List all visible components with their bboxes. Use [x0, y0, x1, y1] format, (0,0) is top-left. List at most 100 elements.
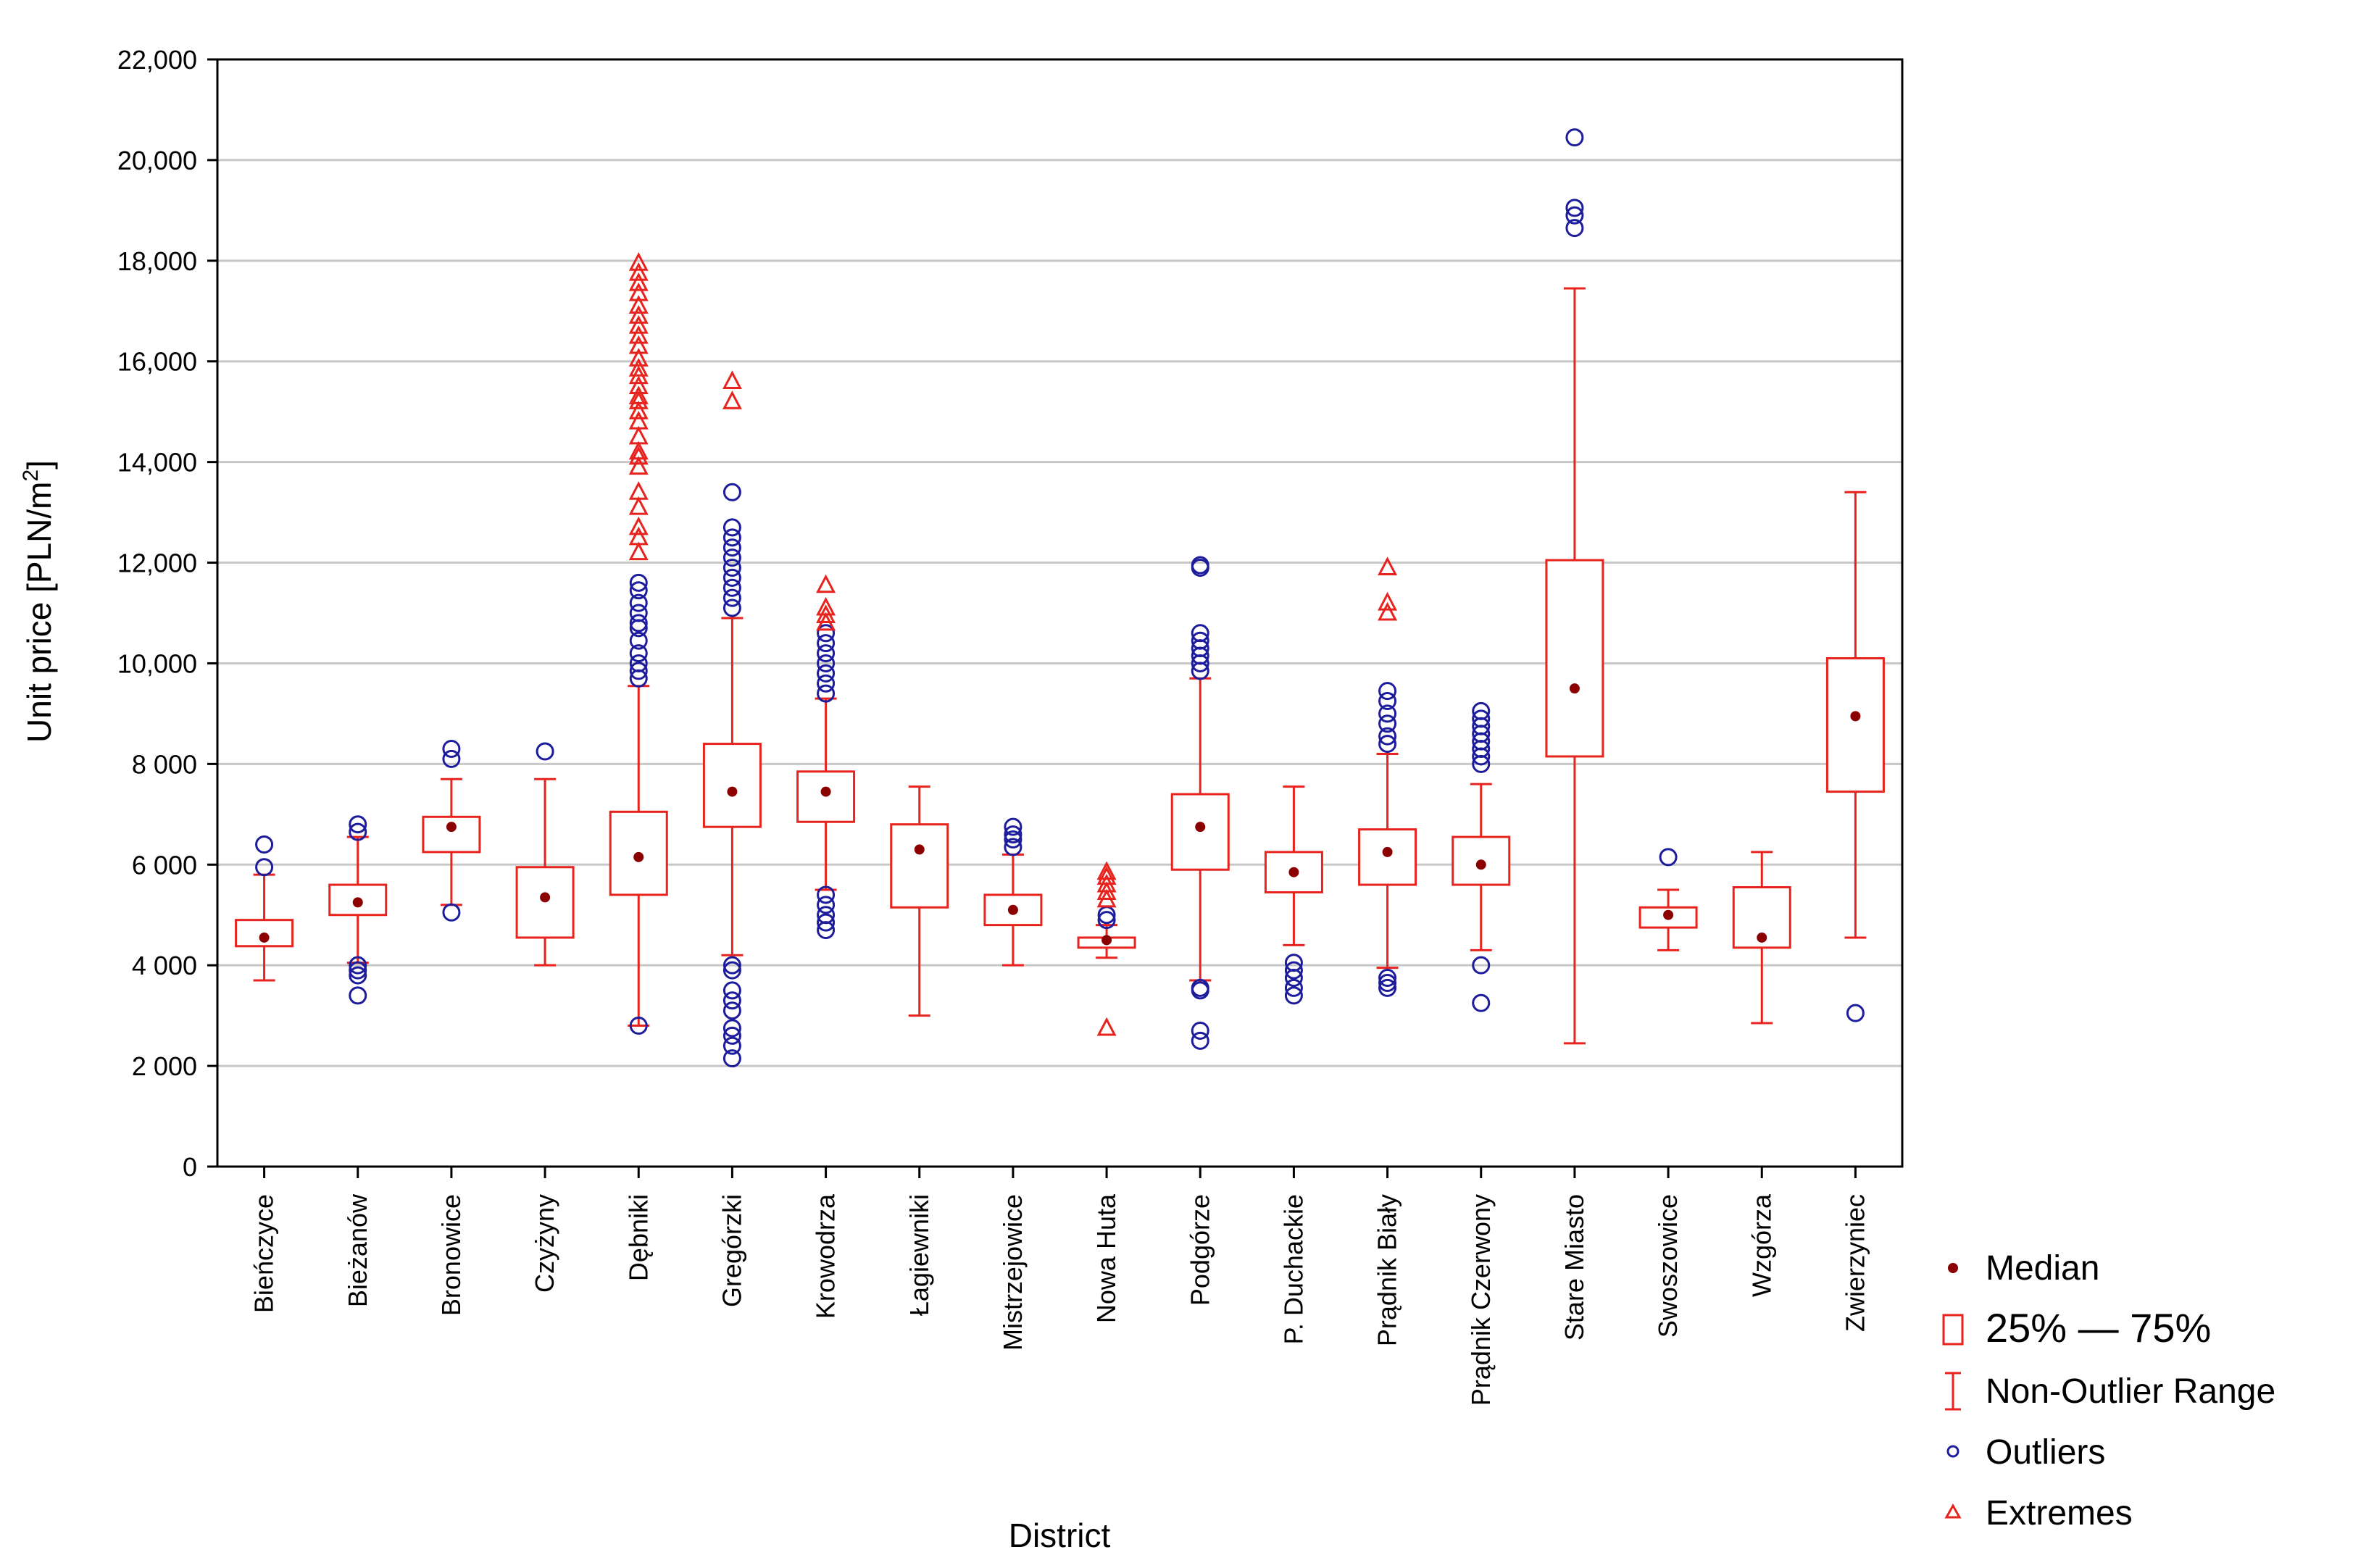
extreme-point [628, 252, 649, 271]
outlier-point [817, 674, 836, 693]
outlier-point [1565, 219, 1584, 238]
x-tick-label: Swoszowice [1653, 1194, 1683, 1338]
x-tick-label: Bieńczyce [249, 1194, 279, 1313]
outlier-point [722, 956, 741, 975]
outlier-point [629, 662, 648, 680]
box-8 [983, 817, 1043, 967]
median-marker [540, 892, 551, 903]
x-tick-label: Podgórze [1185, 1194, 1215, 1306]
x-tick-label: Zwierzyniec [1840, 1194, 1870, 1332]
legend-outlier-label: Outliers [1986, 1433, 2105, 1472]
extreme-point [628, 441, 649, 460]
outlier-point [722, 991, 741, 1010]
outlier-point [442, 749, 461, 768]
box-3 [515, 742, 575, 967]
x-tick-label: P. Duchackie [1278, 1194, 1308, 1344]
x-tick-label: Stare Miasto [1559, 1194, 1589, 1340]
outlier-point [1191, 1021, 1209, 1040]
outlier-point [722, 1049, 741, 1068]
median-marker [914, 844, 925, 855]
extreme-point [722, 370, 742, 390]
outlier-point [722, 483, 741, 501]
outlier-point [629, 604, 648, 622]
extreme-point [628, 400, 649, 420]
median-marker [727, 786, 738, 797]
outlier-point [817, 644, 836, 663]
outlier-point [1284, 978, 1303, 997]
median-marker [1288, 867, 1299, 877]
outlier-point [1472, 993, 1491, 1012]
median-marker [446, 822, 457, 833]
x-tick-label: Bieżanów [343, 1193, 372, 1307]
outlier-point [817, 664, 836, 683]
outlier-point [1191, 631, 1209, 650]
outlier-point [536, 742, 554, 761]
extreme-point [628, 335, 649, 354]
box-10 [1170, 556, 1230, 1050]
y-tick-label: 18,000 [117, 246, 197, 276]
outlier-point [817, 885, 836, 904]
outlier-point [722, 528, 741, 547]
y-tick-label: 8 000 [132, 749, 197, 779]
outlier-point [1004, 830, 1023, 849]
box-5 [702, 370, 762, 1068]
extreme-point [1378, 556, 1398, 575]
outlier-point [1191, 978, 1209, 997]
outlier-point [722, 599, 741, 617]
outlier-point [349, 822, 367, 841]
extreme-point [816, 596, 836, 616]
extreme-point [628, 541, 649, 561]
outlier-point [255, 858, 274, 877]
legend-outlier-marker [1946, 1445, 1959, 1458]
y-tick-label: 12,000 [117, 549, 197, 578]
extreme-point [628, 446, 649, 465]
y-tick-label: 6 000 [132, 850, 197, 880]
outlier-point [349, 956, 367, 975]
extreme-point [628, 314, 649, 334]
y-tick-label: 20,000 [117, 146, 197, 175]
outlier-point [349, 966, 367, 985]
plot-frame [216, 58, 1904, 1168]
box-series [235, 128, 1885, 1068]
x-tick-label: Prądnik Biały [1373, 1194, 1402, 1346]
median-marker [1569, 683, 1580, 694]
box-14 [1545, 128, 1604, 1045]
median-marker [352, 897, 363, 908]
y-axis-ticks: 0 2 000 4 000 6 000 8 000 10,000 12,000 14,000 1… [117, 45, 217, 1182]
outlier-point [629, 1017, 648, 1035]
y-tick-label: 2 000 [132, 1051, 197, 1081]
outlier-point [722, 578, 741, 597]
x-tick-label: Gregórzki [717, 1194, 746, 1307]
outlier-point [1191, 556, 1209, 575]
extreme-point [628, 357, 649, 377]
outlier-point [255, 835, 274, 854]
outlier-point [722, 1026, 741, 1045]
outlier-point [1378, 682, 1397, 701]
x-tick-label: Krowodrza [811, 1193, 841, 1319]
outlier-point [722, 961, 741, 980]
extreme-point [628, 272, 649, 291]
extreme-point [722, 391, 742, 409]
outlier-point [722, 549, 741, 567]
outlier-point [1191, 624, 1209, 643]
median-marker [1850, 711, 1861, 722]
y-tick-label: 14,000 [117, 448, 197, 478]
iqr-box [702, 743, 762, 828]
extreme-point [628, 282, 649, 301]
y-tick-label: 16,000 [117, 347, 197, 377]
outlier-point [722, 518, 741, 537]
box-0 [235, 835, 294, 982]
legend-box-marker [1942, 1314, 1964, 1346]
extreme-point [628, 385, 649, 404]
outlier-point [442, 740, 461, 759]
legend-whisker-label: Non-Outlier Range [1986, 1372, 2275, 1411]
outlier-point [817, 896, 836, 914]
outlier-point [1472, 956, 1491, 975]
box-6 [796, 574, 856, 940]
x-tick-label: Dębniki [623, 1194, 653, 1281]
iqr-box [890, 823, 949, 909]
legend-median-marker [1948, 1263, 1958, 1273]
outlier-point [1004, 838, 1023, 856]
box-12 [1358, 556, 1417, 997]
legend-median-label: Median [1986, 1249, 2099, 1288]
